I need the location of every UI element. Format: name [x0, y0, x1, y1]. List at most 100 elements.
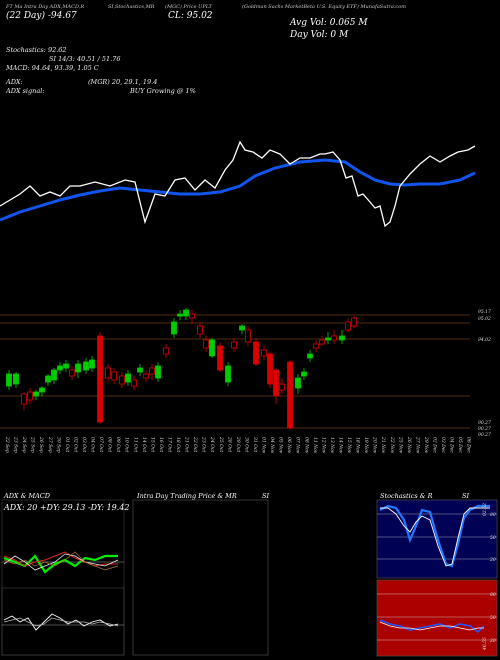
- candle-body: [111, 371, 117, 381]
- candle-body: [45, 375, 51, 383]
- date-tick-label: 29 Oct: [235, 436, 241, 452]
- date-tick-label: 23 Sep: [13, 436, 19, 453]
- candle-body: [39, 387, 45, 393]
- candle-body: [51, 369, 57, 381]
- date-tick-label: 03 Oct: [81, 437, 87, 452]
- date-tick-label: 06 Dec: [466, 437, 472, 453]
- candle-body: [313, 343, 319, 349]
- date-tick-label: 14 Oct: [141, 437, 147, 452]
- candle-body: [279, 383, 285, 391]
- candle-body: [345, 321, 351, 331]
- date-tick-label: 29 Nov: [423, 436, 429, 454]
- date-tick-label: 17 Oct: [166, 437, 172, 452]
- candle-body: [217, 345, 223, 371]
- price-label-top2: 95.02: [478, 316, 491, 322]
- date-tick-label: 26 Sep: [38, 436, 44, 453]
- stochastics-value: 92.62: [482, 503, 488, 516]
- rsi-level-80: 80: [490, 592, 496, 598]
- candle-body: [57, 365, 63, 371]
- header-price-title: (MGC) Price UPLT: [165, 4, 212, 10]
- candle-body: [319, 339, 325, 345]
- candle-body: [351, 317, 357, 327]
- candle-body: [6, 373, 12, 387]
- stoch-panel-si: SI: [462, 492, 470, 500]
- date-tick-label: 05 Dec: [457, 437, 463, 453]
- price-label-top1: 95.17: [478, 309, 491, 315]
- date-tick-label: 03 Dec: [440, 437, 446, 453]
- candle-body: [149, 367, 155, 375]
- rsi-line: [379, 619, 485, 634]
- header-cl: CL: 95.02: [168, 11, 213, 21]
- candle-body: [83, 361, 89, 371]
- date-tick-label: 11 Oct: [132, 437, 138, 452]
- adx-panel-values: ADX: 20 +DY: 29.13 -DY: 19.42: [4, 503, 130, 512]
- date-tick-label: 04 Oct: [90, 437, 96, 452]
- candle-body: [155, 365, 161, 379]
- date-tick-label: 22 Sep: [4, 436, 10, 453]
- candle-body: [75, 363, 81, 373]
- header-macd: MACD: 94.64, 93.39, 1.05 C: [6, 64, 99, 72]
- date-tick-label: 04 Nov: [269, 437, 275, 454]
- header-adx-signal: ADX signal:: [6, 87, 45, 95]
- price-label-mid: 94.02: [478, 337, 491, 343]
- macd-line: [3, 613, 119, 631]
- candle-body: [69, 369, 75, 377]
- intra-panel-si: SI: [262, 492, 270, 500]
- date-tick-label: 24 Sep: [21, 436, 27, 453]
- candle-body: [163, 347, 169, 355]
- candle-body: [119, 375, 125, 385]
- date-tick-label: 15 Nov: [346, 437, 352, 454]
- candle-body: [331, 335, 337, 341]
- header-name-title: (Goldman Sachs MarketBeta U.S. Equity ET…: [242, 4, 406, 10]
- candle-body: [209, 339, 215, 357]
- candle-body: [301, 371, 307, 377]
- date-tick-label: 21 Nov: [380, 436, 386, 454]
- date-tick-label: 06 Nov: [286, 437, 292, 454]
- header-signal: BUY Growing @ 1%: [130, 87, 196, 95]
- date-tick-label: 30 Sep: [55, 437, 61, 453]
- header-left-title: FT Ma Intra Day ADX,MACD,R: [6, 4, 85, 10]
- candle-body: [125, 373, 131, 383]
- date-tick-label: 20 Nov: [372, 436, 378, 454]
- rsi-value: 46.55: [482, 637, 488, 651]
- stoch-level-20: 20: [489, 557, 496, 563]
- candle-body: [295, 377, 301, 389]
- date-tick-label: 23 Oct: [201, 436, 207, 452]
- candle-body: [307, 353, 313, 359]
- date-tick-label: 13 Nov: [329, 437, 335, 454]
- candle-body: [189, 313, 195, 319]
- rsi-panel: [376, 579, 498, 657]
- candle-body: [63, 363, 69, 369]
- date-tick-label: 19 Nov: [363, 437, 369, 454]
- date-tick-label: 10 Oct: [124, 437, 130, 452]
- candle-body: [253, 341, 259, 365]
- stoch-level-50: 50: [490, 535, 496, 541]
- date-tick-label: 05 Nov: [278, 437, 284, 454]
- intra-day-panel-frame: [132, 499, 269, 656]
- header-adx-values: (MGR) 20, 29.1, 19.4: [88, 78, 158, 86]
- stoch-panel-title: Stochastics & R: [380, 492, 433, 500]
- rsi-signal-line: [379, 621, 484, 631]
- candle-body: [27, 391, 33, 401]
- date-tick-label: 26 Nov: [406, 436, 412, 454]
- candle-body: [105, 367, 111, 379]
- date-tick-label: 11 Nov: [312, 437, 318, 454]
- candle-body: [339, 335, 345, 341]
- candle-body: [261, 349, 267, 357]
- date-tick-label: 22 Nov: [389, 436, 395, 454]
- date-tick-label: 18 Nov: [355, 437, 361, 454]
- macd-signal-line: [3, 617, 119, 627]
- macd-panel-frame: [1, 587, 125, 656]
- header-adx: ADX:: [6, 78, 23, 86]
- candle-body: [267, 353, 273, 385]
- candle-body: [239, 325, 245, 331]
- candlesticks: [6, 308, 357, 430]
- date-tick-label: 22 Oct: [192, 436, 198, 452]
- date-tick-label: 25 Sep: [30, 436, 36, 453]
- price-label-low1: 90.27: [478, 420, 491, 426]
- date-tick-label: 25 Nov: [397, 436, 403, 454]
- date-tick-label: 25 Oct: [218, 436, 224, 452]
- adx-minus-di-line: [3, 551, 118, 567]
- candle-body: [325, 337, 331, 341]
